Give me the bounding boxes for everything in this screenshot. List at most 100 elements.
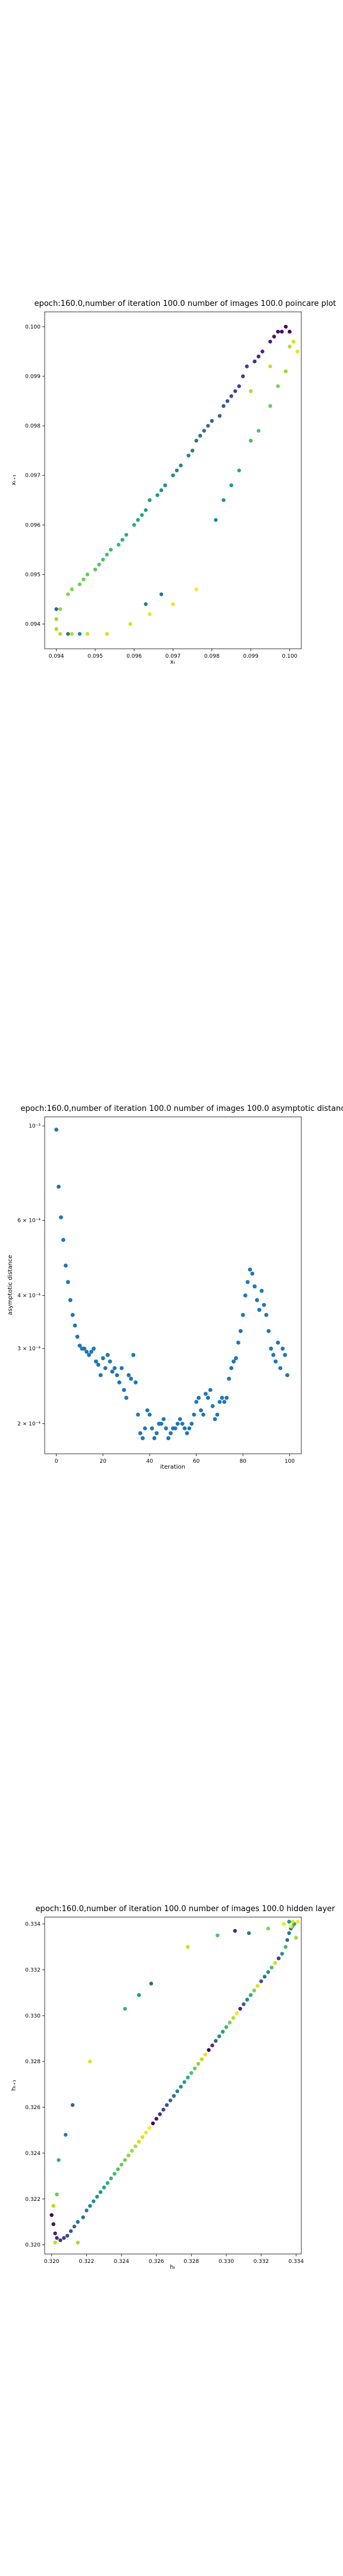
hidden-layer-point-48 [214,2039,218,2043]
hidden-layer-point-75 [291,1919,295,1924]
hidden-layer-x-tick-label-1: 0.322 [79,2259,94,2265]
hidden-layer-point-55 [238,2007,242,2011]
hidden-layer-point-69 [285,1938,289,1942]
hidden-layer-point-54 [235,2011,239,2015]
hidden-layer-x-ticks: 0.320 0.322 0.324 0.326 0.328 0.330 0.332 0.334 [44,2254,304,2265]
hidden-layer-y-tick-label-4: 0.328 [25,2059,40,2065]
poincare-plot-point-41 [97,562,101,566]
poincare-plot-point-11 [237,384,241,388]
hidden-layer-point-37 [175,2089,179,2094]
hidden-layer-y-tick-label-5: 0.330 [25,2013,40,2019]
asymptotic-distance-panel: epoch:160.0,number of iteration 100.0 nu… [7,1104,343,1470]
asymptotic-distance-point-14 [87,1352,91,1357]
hidden-layer-y-tick-label-1: 0.322 [25,2197,40,2203]
asymptotic-distance-point-74 [227,1376,231,1381]
asymptotic-distance-point-0 [54,1128,58,1132]
asymptotic-distance-point-1 [57,1184,61,1189]
poincare-plot-point-74 [248,389,253,394]
hidden-layer-point-85 [88,2059,92,2064]
poincare-plot-point-5 [268,339,272,344]
hidden-layer-point-67 [280,1952,284,1956]
asymptotic-distance-point-26 [115,1373,119,1377]
asymptotic-distance-point-71 [220,1395,224,1400]
poincare-plot-point-59 [144,602,148,606]
poincare-plot-point-56 [148,612,152,617]
poincare-plot-point-17 [210,419,214,423]
poincare-plot-point-52 [70,631,74,636]
poincare-plot-point-50 [54,627,58,631]
asymptotic-distance-point-89 [261,1303,266,1307]
poincare-plot-point-13 [229,394,233,398]
hidden-layer-point-21 [119,2162,124,2167]
poincare-plot-point-10 [241,374,245,379]
hidden-layer-point-62 [263,1974,267,1979]
poincare-plot-x-ticks: 0.094 0.095 0.096 0.097 0.098 0.099 0.100 [49,649,298,660]
hidden-layer-title: epoch:160.0,number of iteration 100.0 nu… [36,1905,336,1914]
poincare-plot-y-ticks: 0.094 0.095 0.096 0.097 0.098 0.099 0.100 [25,324,45,627]
asymptotic-distance-point-42 [152,1436,157,1441]
hidden-layer-point-78 [70,2103,75,2107]
asymptotic-distance-y-tick-label-1: 3 × 10⁻⁴ [17,1346,40,1352]
asymptotic-distance-title: epoch:160.0,number of iteration 100.0 nu… [20,1104,343,1113]
poincare-plot-point-35 [124,532,129,537]
poincare-plot-point-2 [280,330,284,334]
asymptotic-distance-point-93 [271,1352,276,1357]
asymptotic-distance-point-91 [266,1329,271,1333]
hidden-layer-y-tick-label-3: 0.326 [25,2105,40,2111]
poincare-plot-point-38 [108,547,113,552]
asymptotic-distance-point-19 [98,1373,103,1377]
asymptotic-distance-point-37 [141,1436,145,1441]
poincare-plot-point-24 [179,463,183,467]
hidden-layer-point-49 [217,2034,222,2039]
poincare-plot-point-12 [233,389,238,394]
hidden-layer-point-63 [266,1970,270,1974]
poincare-plot-y-tick-label-1: 0.095 [25,572,40,578]
poincare-plot-x-tick-label-5: 0.099 [243,654,258,660]
asymptotic-distance-point-16 [91,1346,96,1351]
asymptotic-distance-point-70 [217,1400,222,1404]
asymptotic-distance-y-tick-label-3: 6 × 10⁻⁴ [17,1218,40,1224]
hidden-layer-point-34 [165,2103,169,2107]
hidden-layer-point-27 [141,2135,145,2140]
asymptotic-distance-point-10 [77,1343,82,1348]
hidden-layer-point-8 [72,2224,76,2229]
poincare-plot-y-tick-label-2: 0.096 [25,522,40,528]
poincare-plot-x-tick-label-6: 0.100 [282,654,298,660]
poincare-plot-y-tick-label-3: 0.097 [25,473,40,479]
asymptotic-distance-point-58 [189,1422,194,1426]
asymptotic-distance-point-24 [110,1369,115,1374]
poincare-plot-point-73 [268,364,272,369]
hidden-layer-point-52 [227,2020,232,2024]
asymptotic-distance-point-81 [243,1293,248,1298]
hidden-layer-point-51 [224,2025,229,2029]
asymptotic-distance-y-tick-label-2: 4 × 10⁻⁴ [17,1293,40,1299]
asymptotic-distance-x-ticks: 0 20 40 60 80 100 [55,1454,295,1465]
poincare-plot-point-76 [66,631,70,636]
hidden-layer-point-53 [231,2015,235,2020]
asymptotic-distance-y-tick-label-4: 10⁻³ [29,1123,40,1129]
hidden-layer-point-17 [105,2181,110,2185]
poincare-plot-point-20 [198,434,202,438]
asymptotic-distance-point-27 [117,1380,121,1385]
poincare-plot-point-49 [54,617,58,621]
hidden-layer-point-84 [76,2240,80,2244]
poincare-plot-point-68 [276,384,280,388]
asymptotic-distance-point-69 [215,1413,220,1417]
hidden-layer-point-88 [149,1981,154,1986]
asymptotic-distance-x-tick-label-3: 60 [193,1459,200,1465]
poincare-plot-point-32 [140,513,144,517]
poincare-plot-x-tick-label-1: 0.095 [88,654,103,660]
hidden-layer-point-23 [126,2153,130,2157]
hidden-layer-point-65 [273,1961,277,1965]
asymptotic-distance-point-21 [103,1366,108,1370]
poincare-plot-point-25 [174,468,179,473]
asymptotic-distance-point-77 [233,1356,238,1361]
hidden-layer-point-89 [186,1945,190,1949]
hidden-layer-point-38 [179,2085,183,2089]
asymptotic-distance-point-52 [175,1422,180,1426]
asymptotic-distance-point-72 [222,1400,227,1404]
asymptotic-distance-point-83 [248,1267,252,1272]
asymptotic-distance-point-48 [166,1436,171,1441]
hidden-layer-point-41 [189,2071,194,2075]
hidden-layer-point-45 [203,2052,207,2057]
